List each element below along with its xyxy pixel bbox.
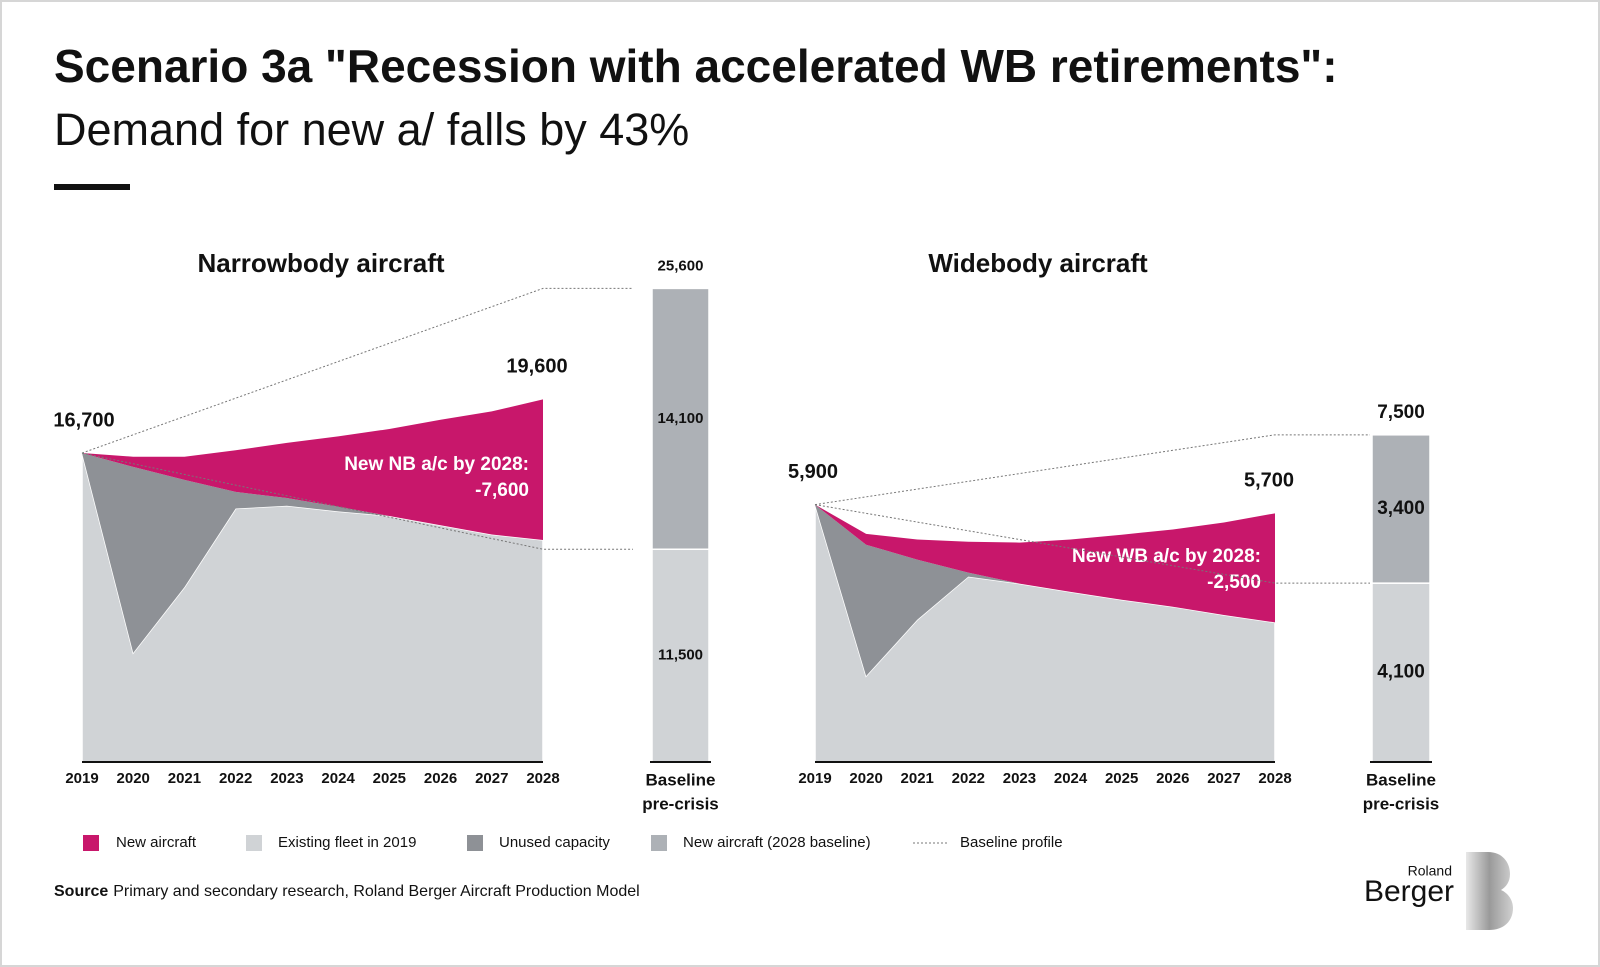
x-tick-label: 2019	[65, 770, 98, 787]
chart-title: Narrowbody aircraft	[197, 248, 444, 278]
x-tick-label: 2025	[373, 770, 406, 787]
end-label: 19,600	[506, 356, 567, 378]
legend-label: Existing fleet in 2019	[278, 834, 416, 851]
legend-label: New aircraft	[116, 834, 197, 851]
annotation: -7,600	[475, 480, 529, 501]
legend-label: New aircraft (2028 baseline)	[683, 834, 871, 851]
bar-value-label: 14,100	[658, 410, 704, 427]
start-label: 16,700	[53, 409, 114, 431]
area-1	[82, 453, 543, 653]
legend-label: Unused capacity	[499, 834, 610, 851]
title: Scenario 3a "Recession with accelerated …	[54, 40, 1338, 92]
bar-category-label: Baseline	[646, 770, 716, 789]
bar-category-label: pre-crisis	[642, 794, 719, 813]
legend-swatch	[83, 835, 99, 851]
x-tick-label: 2027	[475, 770, 508, 787]
chart-title: Widebody aircraft	[928, 248, 1148, 278]
legend-swatch	[651, 835, 667, 851]
source: Source Primary and secondary research, Ro…	[54, 883, 640, 900]
legend-swatch	[246, 835, 262, 851]
x-tick-label: 2026	[424, 770, 457, 787]
x-tick-label: 2020	[117, 770, 150, 787]
baseline-profile	[81, 452, 633, 550]
annotation: New WB a/c by 2028:	[1072, 546, 1261, 567]
x-tick-label: 2023	[1003, 770, 1036, 787]
x-tick-label: 2025	[1105, 770, 1138, 787]
end-label: 5,700	[1244, 470, 1294, 492]
source-label: Source	[54, 883, 108, 900]
bar-category-label: pre-crisis	[1363, 794, 1440, 813]
x-tick-label: 2021	[901, 770, 934, 787]
logo-line-2: Berger	[1364, 875, 1454, 908]
bar-value-label: 3,400	[1377, 498, 1425, 519]
baseline-bar	[1371, 434, 1431, 584]
start-label: 5,900	[788, 461, 838, 483]
source-text: Primary and secondary research, Roland B…	[113, 883, 639, 900]
x-tick-label: 2027	[1207, 770, 1240, 787]
x-tick-label: 2028	[1258, 770, 1291, 787]
area-1	[815, 504, 1275, 677]
title-rule	[54, 184, 130, 190]
baseline-profile	[81, 287, 633, 454]
area-2	[815, 504, 1275, 623]
bar-category-label: Baseline	[1366, 770, 1436, 789]
baseline-bar	[1371, 582, 1431, 763]
baseline-profile	[814, 434, 1370, 506]
x-tick-label: 2024	[321, 770, 355, 787]
x-tick-label: 2019	[798, 770, 831, 787]
area-2	[82, 399, 543, 540]
bar-value-label: 4,100	[1377, 662, 1425, 683]
bar-total-label: 25,600	[658, 257, 704, 274]
legend-swatch	[467, 835, 483, 851]
x-tick-label: 2022	[952, 770, 985, 787]
annotation: New NB a/c by 2028:	[344, 454, 529, 475]
legend-label: Baseline profile	[960, 834, 1063, 851]
baseline-bar	[651, 287, 710, 550]
baseline-profile	[814, 504, 1370, 584]
logo-line-1: Roland	[1408, 863, 1452, 879]
x-tick-label: 2028	[526, 770, 559, 787]
x-tick-label: 2024	[1054, 770, 1088, 787]
subtitle: Demand for new a/ falls by 43%	[54, 104, 689, 155]
annotation: -2,500	[1207, 572, 1261, 593]
logo-mark	[1466, 852, 1513, 930]
x-tick-label: 2020	[849, 770, 882, 787]
bar-value-label: 11,500	[658, 647, 703, 664]
x-tick-label: 2026	[1156, 770, 1189, 787]
bar-total-label: 7,500	[1377, 402, 1425, 423]
x-tick-label: 2021	[168, 770, 201, 787]
x-tick-label: 2022	[219, 770, 252, 787]
x-tick-label: 2023	[270, 770, 303, 787]
